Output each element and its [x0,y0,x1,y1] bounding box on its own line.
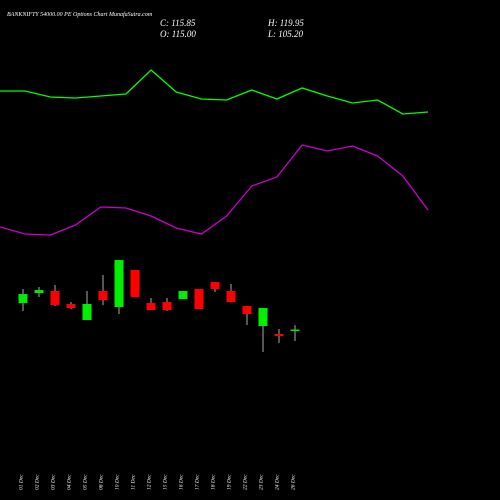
line-series [0,144,429,236]
ohlc-close: C: 115.85 [160,18,196,28]
candle-body [242,306,252,315]
x-tick-label: 18 Dec [210,474,216,490]
x-tick-label: 03 Dec [50,474,56,490]
candle-body [194,288,204,310]
candle-body [274,334,284,337]
candle-body [290,329,300,332]
line-series [0,69,429,115]
x-tick-label: 12 Dec [146,474,152,490]
x-tick-label: 10 Dec [114,474,120,490]
ohlc-high: H: 119.95 [267,18,304,28]
x-tick-label: 22 Dec [242,474,248,490]
ohlc-open: O: 115.00 [160,29,196,39]
candle-body [98,291,108,300]
x-tick-label: 08 Dec [98,474,104,490]
candle-body [18,294,28,304]
x-tick-label: 26 Dec [290,474,296,490]
x-tick-label: 04 Dec [65,474,72,490]
x-tick-label: 23 Dec [258,474,264,490]
ohlc-low: L: 105.20 [267,29,304,39]
x-tick-label: 24 Dec [273,474,280,490]
x-tick-label: 02 Dec [34,474,40,490]
candle-body [66,303,76,308]
candle-body [210,282,220,289]
x-tick-label: 01 Dec [18,474,24,490]
x-tick-label: 05 Dec [82,474,88,490]
candle-body [146,303,156,311]
candle-body [162,302,172,311]
x-tick-label: 16 Dec [178,474,184,490]
candle-body [114,260,124,308]
x-tick-label: 19 Dec [226,474,232,490]
chart-title: BANKNIFTY 54000.00 PE Options Chart Muna… [7,11,153,18]
candle-body [258,307,268,327]
candle-body [226,291,236,303]
candle-body [130,269,140,297]
candle-body [50,291,60,306]
x-tick-label: 11 Dec [130,474,136,490]
candle-body [178,291,188,300]
x-tick-label: 17 Dec [194,474,200,490]
x-tick-label: 15 Dec [162,474,168,490]
candle-body [82,303,92,320]
candle-body [34,290,44,293]
